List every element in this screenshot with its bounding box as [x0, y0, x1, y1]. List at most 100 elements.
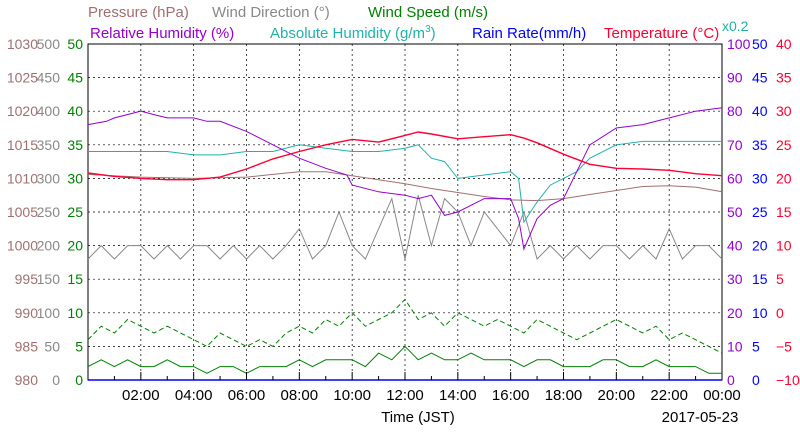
- date-label: 2017-05-23: [662, 409, 739, 426]
- y-tick-label: 20: [776, 170, 792, 186]
- y-tick-label: 40: [727, 238, 743, 254]
- x-tick-label: 18:00: [545, 387, 583, 404]
- y-tick-label: −10: [776, 372, 800, 388]
- y-tick-label: 35: [67, 137, 83, 153]
- y-tick-label: 80: [727, 103, 743, 119]
- y-tick-label: 25: [67, 204, 83, 220]
- y-tick-label: 5: [776, 271, 784, 287]
- y-tick-label: 0: [52, 372, 60, 388]
- series-line: [88, 140, 722, 224]
- y-tick-label: 25: [776, 137, 792, 153]
- y-tick-label: 1020: [7, 103, 38, 119]
- y-tick-label: 995: [15, 271, 39, 287]
- x-tick-label: 02:00: [122, 387, 160, 404]
- y-tick-label: 70: [727, 137, 743, 153]
- y-tick-label: 30: [67, 170, 83, 186]
- y-tick-label: 20: [727, 305, 743, 321]
- y-tick-label: 60: [727, 170, 743, 186]
- series-line: [87, 107, 723, 251]
- legend: Pressure (hPa) Wind Direction (°) Wind Spe…: [88, 4, 749, 42]
- y-tick-label: 1030: [7, 36, 38, 52]
- y-tick-label: 15: [752, 271, 768, 287]
- y-tick-label: 400: [37, 103, 61, 119]
- y-tick-label: 500: [37, 36, 61, 52]
- legend-entry: Absolute Humidity (g/m3): [270, 24, 436, 42]
- y-tick-label: 150: [37, 271, 61, 287]
- y-tick-label: 0: [727, 372, 735, 388]
- series-line: [87, 298, 723, 354]
- y-tick-label: −5: [776, 338, 792, 354]
- y-tick-label: 50: [752, 36, 768, 52]
- y-tick-label: 0: [752, 372, 760, 388]
- y-tick-label: 40: [752, 103, 768, 119]
- y-tick-label: 1025: [7, 70, 38, 86]
- y-tick-label: 0: [776, 305, 784, 321]
- y-tick-label: 990: [15, 305, 39, 321]
- y-tick-label: 35: [776, 70, 792, 86]
- y-tick-label: 250: [37, 204, 61, 220]
- y-tick-label: 20: [67, 238, 83, 254]
- y-tick-label: 35: [752, 137, 768, 153]
- legend-entry: Temperature (°C): [604, 25, 719, 42]
- legend-entry: Wind Direction (°): [212, 4, 330, 21]
- y-tick-label: 30: [752, 170, 768, 186]
- y-tick-label: 5: [75, 338, 83, 354]
- y-tick-label: 10: [752, 305, 768, 321]
- y-tick-label: 90: [727, 70, 743, 86]
- y-tick-label: 30: [727, 271, 743, 287]
- x-tick-label: 12:00: [386, 387, 424, 404]
- x-tick-label: 14:00: [439, 387, 477, 404]
- x-axis-label: Time (JST): [381, 409, 455, 426]
- x-tick-label: 04:00: [175, 387, 213, 404]
- factor-label: x0.2: [722, 18, 749, 34]
- y-tick-label: 50: [727, 204, 743, 220]
- x-tick-label: 22:00: [650, 387, 688, 404]
- y-tick-label: 100: [37, 305, 61, 321]
- y-tick-label: 15: [776, 204, 792, 220]
- y-tick-label: 20: [752, 238, 768, 254]
- y-tick-label: 30: [776, 103, 792, 119]
- series-line: [87, 131, 723, 181]
- plot-area: [87, 43, 723, 381]
- y-tick-label: 350: [37, 137, 61, 153]
- y-tick-label: 25: [752, 204, 768, 220]
- legend-entry: Pressure (hPa): [88, 4, 189, 21]
- y-tick-label: 45: [752, 70, 768, 86]
- y-tick-label: 5: [752, 338, 760, 354]
- y-tick-label: 40: [776, 36, 792, 52]
- x-tick-label: 10:00: [333, 387, 371, 404]
- y-tick-label: 1005: [7, 204, 38, 220]
- y-tick-label: 15: [67, 271, 83, 287]
- y-tick-label: 1000: [7, 238, 38, 254]
- y-tick-label: 985: [15, 338, 39, 354]
- y-tick-label: 1010: [7, 170, 38, 186]
- x-tick-label: 06:00: [228, 387, 266, 404]
- x-tick-label: 00:00: [703, 387, 741, 404]
- y-tick-label: 10: [727, 338, 743, 354]
- x-tick-label: 20:00: [598, 387, 636, 404]
- y-tick-label: 980: [15, 372, 39, 388]
- y-tick-label: 50: [44, 338, 60, 354]
- y-axes: 1030102510201015101010051000995990985980…: [7, 36, 800, 388]
- y-tick-label: 100: [727, 36, 751, 52]
- legend-entry: Rain Rate(mm/h): [472, 25, 586, 42]
- x-axis: 02:00 04:00 06:00 08:00 10:00 12:00 14:00 16:00…: [113, 372, 741, 404]
- y-tick-label: 300: [37, 170, 61, 186]
- y-tick-label: 45: [67, 70, 83, 86]
- legend-entry: Wind Speed (m/s): [368, 4, 488, 21]
- y-tick-label: 40: [67, 103, 83, 119]
- x-tick-label: 16:00: [492, 387, 530, 404]
- y-tick-label: 10: [67, 305, 83, 321]
- legend-entry: Relative Humidity (%): [90, 25, 234, 42]
- y-tick-label: 1015: [7, 137, 38, 153]
- y-tick-label: 50: [67, 36, 83, 52]
- y-tick-label: 0: [75, 372, 83, 388]
- y-tick-label: 450: [37, 70, 61, 86]
- y-tick-label: 200: [37, 238, 61, 254]
- series-line: [87, 171, 723, 202]
- x-tick-label: 08:00: [281, 387, 319, 404]
- series-line: [87, 345, 722, 374]
- series-line: [87, 195, 723, 260]
- y-tick-label: 10: [776, 238, 792, 254]
